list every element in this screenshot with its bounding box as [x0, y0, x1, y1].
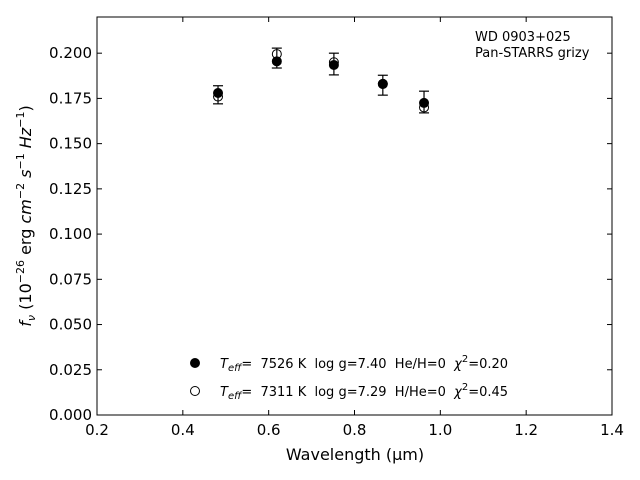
- model-point-open: [419, 102, 430, 113]
- legend-marker-filled: [190, 358, 200, 368]
- y-label-exp26: −26: [14, 260, 27, 283]
- y-label-exp1b: −1: [14, 112, 27, 128]
- plot-frame: [96, 16, 613, 416]
- y-tick-label: 0.025: [49, 361, 92, 379]
- y-label-erg: erg: [16, 224, 35, 260]
- y-tick-label: 0.000: [49, 406, 92, 424]
- y-label-hz: Hz: [16, 127, 35, 153]
- data-points: [213, 47, 430, 114]
- x-tick-label: 0.4: [171, 421, 195, 439]
- y-label-close: ): [16, 105, 35, 111]
- model-point-open: [328, 57, 339, 68]
- annotation-object: WD 0903+025: [475, 30, 571, 45]
- annotation-survey: Pan-STARRS grizy: [475, 46, 590, 61]
- x-tick-label: 1.2: [514, 421, 538, 439]
- x-tick-label: 0.6: [257, 421, 281, 439]
- y-label-exp2: −2: [14, 183, 27, 199]
- x-tick-label: 0.8: [343, 421, 367, 439]
- x-tick-label: 0.2: [85, 421, 109, 439]
- model-point-open: [377, 78, 388, 89]
- y-tick-label: 0.175: [49, 89, 92, 107]
- y-tick-label: 0.150: [49, 135, 92, 153]
- x-tick-label: 1.0: [428, 421, 452, 439]
- x-tick-label: 1.4: [600, 421, 624, 439]
- y-tick-label: 0.075: [49, 270, 92, 288]
- y-axis-label: fν (10−26 erg cm−2 s−1 Hz−1): [14, 105, 38, 326]
- model-point-filled: [213, 87, 224, 98]
- y-label-nu: ν: [25, 315, 38, 321]
- legend: Teff= 7526 K log g=7.40 He/H=0 χ2=0.20 T…: [190, 354, 508, 402]
- y-tick-label: 0.100: [49, 225, 92, 243]
- y-tick-label: 0.050: [49, 316, 92, 334]
- legend-entry-1: Teff= 7526 K log g=7.40 He/H=0 χ2=0.20: [220, 354, 508, 374]
- y-label-cm: cm: [16, 199, 35, 223]
- axis-ticks: 0.2 0.4 0.6 0.8 1.0 1.2 1.4 0.000 0.025 0.050 0.07…: [49, 17, 624, 439]
- y-label-open: (10: [16, 283, 35, 315]
- legend-entry-2: Teff= 7311 K log g=7.29 H/He=0 χ2=0.45: [220, 382, 508, 402]
- y-tick-label: 0.200: [49, 44, 92, 62]
- y-label-s: s: [16, 170, 35, 183]
- legend-marker-open: [190, 386, 200, 396]
- y-tick-label: 0.125: [49, 180, 92, 198]
- model-point-filled: [328, 59, 339, 70]
- y-label-exp1: −1: [14, 153, 27, 169]
- model-point-filled: [271, 56, 282, 67]
- model-point-open: [271, 49, 282, 60]
- x-axis-label: Wavelength (μm): [286, 445, 424, 464]
- model-point-open: [213, 91, 224, 102]
- y-label-f: f: [16, 319, 35, 327]
